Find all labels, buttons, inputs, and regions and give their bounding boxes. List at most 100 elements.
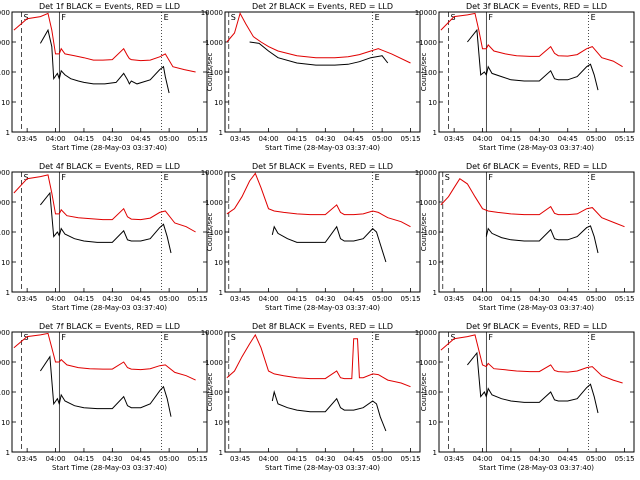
- y-tick-label: 1: [219, 129, 223, 137]
- plot-frame: [224, 171, 421, 293]
- y-axis-label: Counts/sec: [420, 53, 428, 92]
- x-tick-label: 04:45: [558, 135, 578, 143]
- y-axis-label: Counts/sec: [420, 213, 428, 252]
- x-tick-label: 04:30: [529, 455, 549, 463]
- y-tick-label: 1: [433, 289, 437, 297]
- x-axis-label: Start Time (28-May-03 03:37:40): [265, 144, 380, 152]
- y-tick-label: 100: [424, 69, 437, 77]
- x-axis-label: Start Time (28-May-03 03:37:40): [479, 144, 594, 152]
- marker-label-s: S: [23, 13, 28, 22]
- x-tick-label: 05:15: [187, 135, 207, 143]
- y-tick-label: 10: [1, 99, 10, 107]
- x-tick-label: 04:15: [287, 455, 307, 463]
- marker-label-e: E: [164, 333, 169, 342]
- y-tick-label: 100: [0, 229, 10, 237]
- chart-title: Det 7f BLACK = Events, RED = LLD: [39, 322, 180, 331]
- y-axis-label: Counts/sec: [0, 53, 1, 92]
- y-tick-label: 10: [428, 419, 437, 427]
- x-tick-label: 05:00: [586, 295, 606, 303]
- plot-frame: [438, 331, 635, 453]
- y-tick-label: 1000: [205, 199, 223, 207]
- y-tick-label: 1: [219, 289, 223, 297]
- x-axis-label: Start Time (28-May-03 03:37:40): [265, 304, 380, 312]
- x-tick-label: 03:45: [230, 455, 250, 463]
- series-lld: [440, 177, 625, 228]
- series-events: [467, 28, 599, 91]
- marker-label-f: F: [488, 13, 493, 22]
- y-tick-label: 10000: [0, 169, 10, 177]
- x-tick-label: 04:00: [472, 135, 492, 143]
- y-tick-label: 1000: [0, 199, 10, 207]
- marker-label-s: S: [231, 173, 236, 182]
- x-tick-label: 05:15: [187, 455, 207, 463]
- x-axis-label: Start Time (28-May-03 03:37:40): [479, 304, 594, 312]
- series-lld: [13, 12, 196, 73]
- chart-panel-6: Det 6f BLACK = Events, RED = LLD 1 10 100 10…: [415, 162, 635, 312]
- series-events: [39, 28, 170, 94]
- x-tick-label: 05:15: [614, 295, 634, 303]
- x-tick-label: 03:45: [444, 135, 464, 143]
- y-tick-label: 1000: [419, 359, 437, 367]
- y-tick-label: 10000: [415, 9, 437, 17]
- x-tick-label: 04:15: [287, 135, 307, 143]
- x-tick-label: 04:15: [74, 135, 94, 143]
- x-tick-label: 04:30: [102, 455, 122, 463]
- marker-label-f: F: [61, 13, 66, 22]
- plot-frame: [11, 171, 208, 293]
- y-tick-label: 10: [214, 259, 223, 267]
- y-tick-label: 1: [219, 449, 223, 457]
- x-tick-label: 04:45: [344, 135, 364, 143]
- y-tick-label: 100: [210, 389, 223, 397]
- y-tick-label: 100: [424, 389, 437, 397]
- y-tick-label: 1000: [205, 359, 223, 367]
- y-tick-label: 100: [0, 389, 10, 397]
- y-axis-label: Counts/sec: [206, 213, 214, 252]
- x-tick-label: 05:00: [586, 135, 606, 143]
- x-tick-label: 04:45: [131, 135, 151, 143]
- y-tick-label: 1000: [0, 359, 10, 367]
- x-tick-label: 04:00: [45, 135, 65, 143]
- x-tick-label: 04:30: [102, 295, 122, 303]
- marker-label-s: S: [445, 173, 450, 182]
- x-tick-label: 03:45: [17, 455, 37, 463]
- marker-label-f: F: [488, 173, 493, 182]
- x-tick-label: 04:45: [344, 455, 364, 463]
- x-tick-label: 04:30: [315, 455, 335, 463]
- x-tick-label: 04:45: [131, 455, 151, 463]
- x-axis-label: Start Time (28-May-03 03:37:40): [479, 464, 594, 472]
- series-lld: [13, 332, 196, 381]
- x-tick-label: 03:45: [17, 295, 37, 303]
- chart-title: Det 4f BLACK = Events, RED = LLD: [39, 162, 180, 171]
- chart-title: Det 3f BLACK = Events, RED = LLD: [466, 2, 607, 11]
- plot-frame: [438, 11, 635, 133]
- series-lld: [440, 12, 623, 68]
- y-tick-label: 1000: [419, 199, 437, 207]
- x-tick-label: 04:00: [472, 455, 492, 463]
- y-tick-label: 10000: [0, 9, 10, 17]
- y-tick-label: 100: [210, 229, 223, 237]
- x-tick-label: 03:45: [444, 455, 464, 463]
- chart-title: Det 9f BLACK = Events, RED = LLD: [466, 322, 607, 331]
- chart-panel-4: Det 4f BLACK = Events, RED = LLD 1 10 100 10…: [0, 162, 208, 312]
- x-tick-label: 04:00: [258, 135, 278, 143]
- x-tick-label: 04:00: [258, 455, 278, 463]
- chart-title: Det 5f BLACK = Events, RED = LLD: [252, 162, 393, 171]
- marker-label-e: E: [591, 333, 596, 342]
- y-tick-label: 1000: [419, 39, 437, 47]
- x-tick-label: 04:00: [258, 295, 278, 303]
- series-lld: [440, 334, 623, 384]
- marker-label-e: E: [375, 173, 380, 182]
- x-axis-label: Start Time (28-May-03 03:37:40): [265, 464, 380, 472]
- x-tick-label: 05:15: [187, 295, 207, 303]
- marker-label-s: S: [231, 13, 236, 22]
- y-axis-label: Counts/sec: [206, 53, 214, 92]
- chart-panel-9: Det 9f BLACK = Events, RED = LLD 1 10 100 10…: [415, 322, 635, 472]
- x-tick-label: 03:45: [230, 295, 250, 303]
- x-tick-label: 04:15: [287, 295, 307, 303]
- x-tick-label: 05:15: [400, 295, 420, 303]
- y-axis-label: Counts/sec: [0, 213, 1, 252]
- y-tick-label: 10: [214, 419, 223, 427]
- y-tick-label: 1: [6, 129, 10, 137]
- x-tick-label: 05:00: [159, 135, 179, 143]
